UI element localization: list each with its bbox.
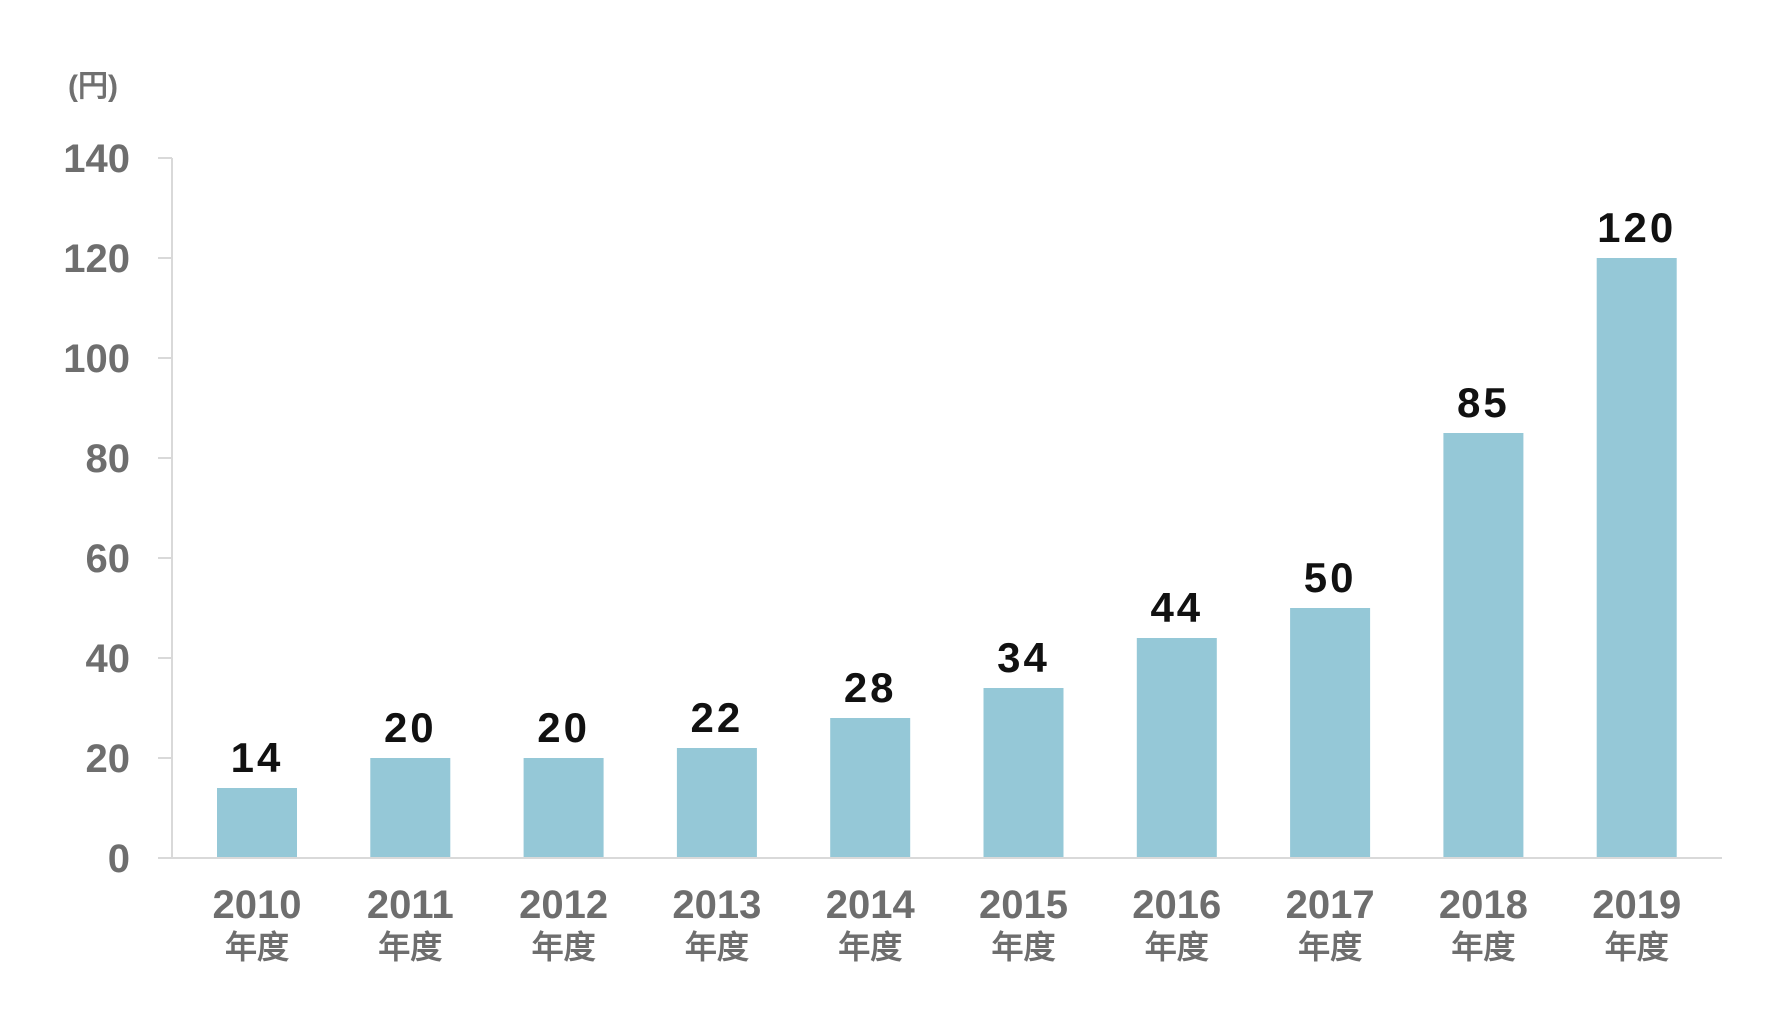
bar [1136,638,1217,858]
bar [830,718,911,858]
bar [523,758,604,858]
bar-value-label: 14 [231,734,284,781]
bar-value-label: 34 [997,634,1050,681]
x-tick-label: 2012 [519,883,608,927]
y-tick-label: 20 [86,737,131,781]
x-tick-label: 2016 [1132,883,1221,927]
bar [676,748,757,858]
x-tick-suffix: 年度 [1605,929,1669,965]
bar-value-label: 22 [691,694,744,741]
x-tick-label: 2014 [826,883,916,927]
y-tick-label: 0 [108,837,130,881]
bar [983,688,1064,858]
x-tick-label: 2011 [367,883,454,927]
x-tick-label: 2018 [1439,883,1528,927]
x-tick-suffix: 年度 [685,929,749,965]
y-tick-label: 120 [63,237,130,281]
bar-value-label: 28 [844,664,897,711]
bars: 14 20 20 22 28 34 44 50 85 120 [217,204,1677,858]
x-tick-suffix: 年度 [378,929,442,965]
bar [370,758,451,858]
y-tick-label: 100 [63,337,130,381]
x-axis: 2010年度2011年度2012年度2013年度2014年度2015年度2016… [172,857,1722,965]
x-tick-suffix: 年度 [1298,929,1362,965]
x-tick-suffix: 年度 [838,929,902,965]
y-tick-label: 60 [86,537,131,581]
x-tick-suffix: 年度 [1145,929,1209,965]
y-axis: 0 20 40 60 80 100 120 140 [63,137,173,881]
x-tick-suffix: 年度 [225,929,289,965]
bar [1290,608,1371,858]
bar [217,788,297,858]
x-tick-label: 2013 [672,883,761,927]
x-tick-label: 2019 [1592,883,1681,927]
bar-value-label: 120 [1597,204,1676,251]
x-tick-suffix: 年度 [532,929,596,965]
x-tick-suffix: 年度 [991,929,1055,965]
bar-value-label: 50 [1304,554,1357,601]
y-tick-label: 80 [86,437,131,481]
bar-value-label: 20 [537,704,590,751]
x-tick-label: 2015 [979,883,1068,927]
bar-value-label: 20 [384,704,437,751]
y-tick-label: 40 [86,637,131,681]
x-tick-suffix: 年度 [1451,929,1515,965]
bar [1443,433,1524,858]
bar-value-label: 44 [1150,584,1203,631]
y-tick-label: 140 [63,137,130,181]
bar [1596,258,1677,858]
x-tick-label: 2017 [1286,883,1375,927]
x-tick-label: 2010 [213,883,302,927]
y-axis-unit-label: (円) [68,70,118,103]
bar-value-label: 85 [1457,379,1510,426]
